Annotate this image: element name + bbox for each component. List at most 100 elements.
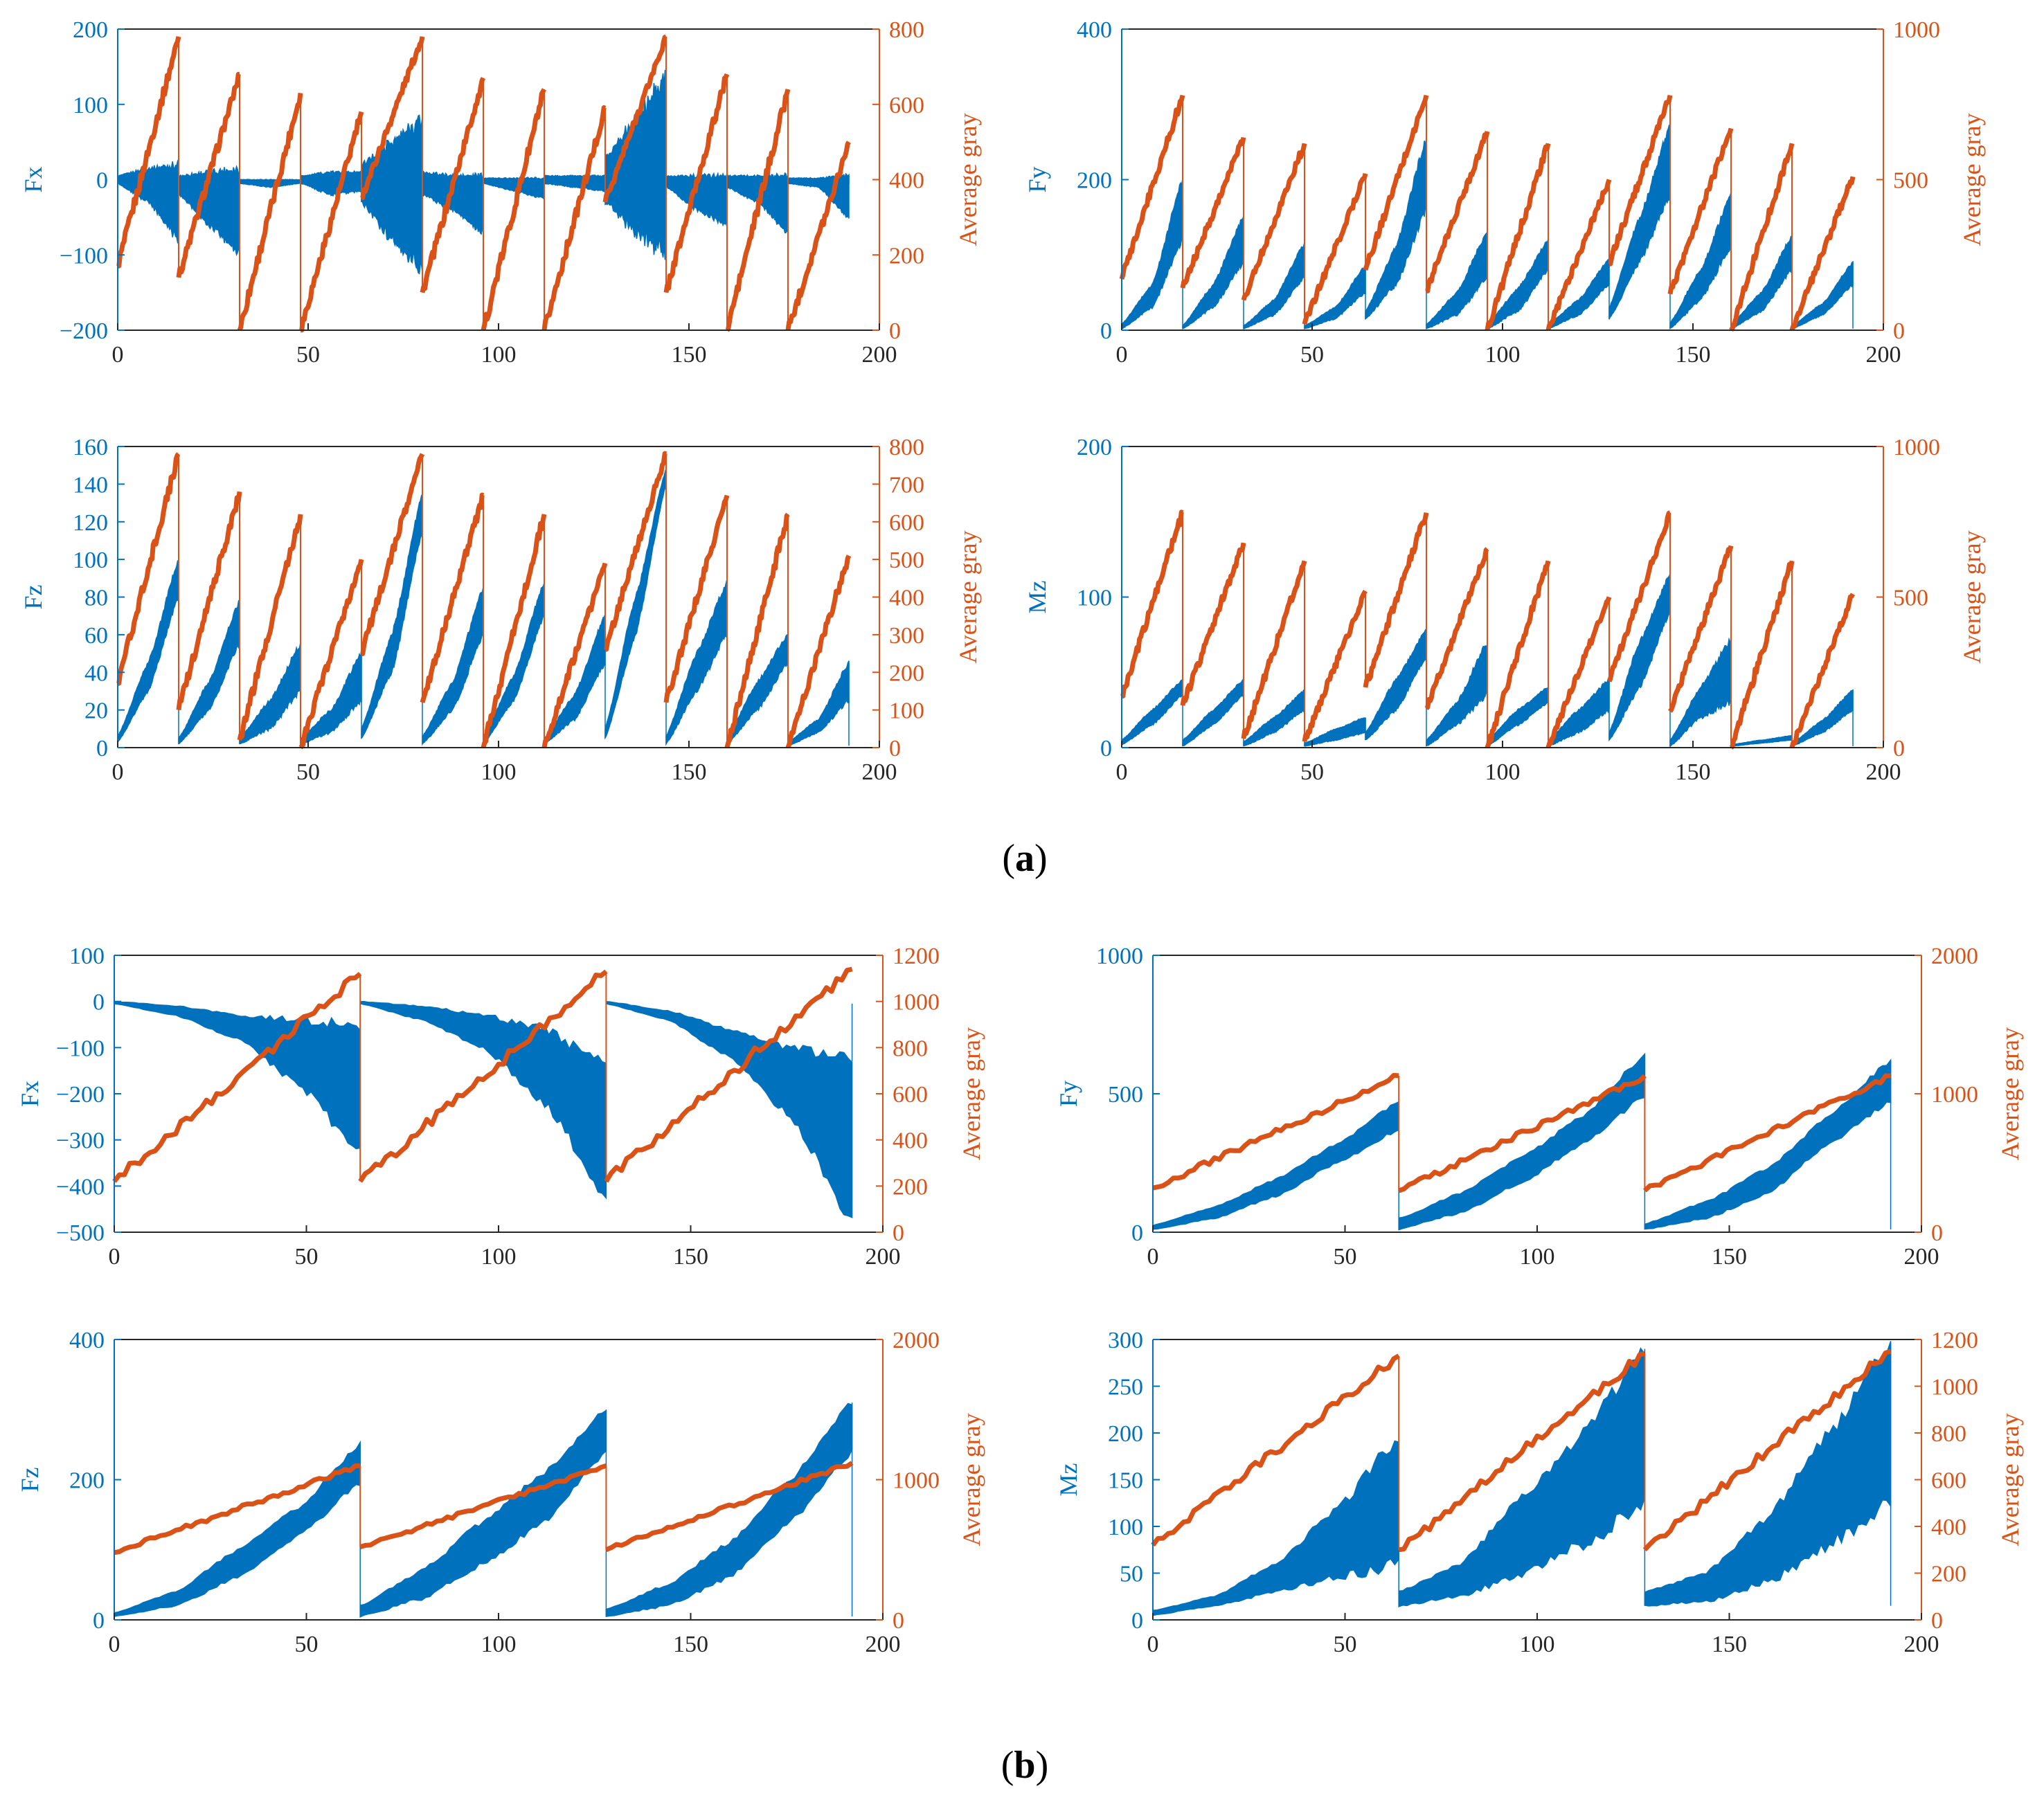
- y-tick-label: 200: [69, 1468, 105, 1494]
- y2-axis-label: Average gray: [958, 1027, 985, 1160]
- y-tick-label: 160: [73, 435, 108, 460]
- blue-series-segment: [1548, 258, 1610, 330]
- orange-gray-segment: [1729, 560, 1795, 750]
- x-tick-label: 150: [1676, 342, 1711, 368]
- y-tick-label: 400: [69, 1328, 105, 1353]
- y2-tick-label: 1000: [1893, 17, 1940, 43]
- x-tick-label: 200: [866, 1244, 901, 1270]
- orange-gray-segment: [1789, 176, 1856, 332]
- x-tick-label: 150: [1676, 759, 1711, 785]
- y2-tick-label: 200: [889, 243, 924, 269]
- x-tick-label: 200: [1866, 759, 1901, 785]
- blue-series-segment: [1644, 1058, 1892, 1230]
- y-tick-label: 100: [73, 93, 108, 118]
- blue-series-segment: [544, 174, 606, 192]
- orange-gray-segment: [1152, 1072, 1399, 1191]
- blue-series-segment: [114, 1440, 361, 1618]
- y2-tick-label: 0: [893, 1220, 904, 1246]
- y-tick-label: −100: [60, 243, 108, 269]
- x-tick-label: 150: [1712, 1632, 1747, 1657]
- x-tick-label: 0: [112, 342, 124, 368]
- orange-gray-segment: [604, 451, 667, 652]
- blue-series-segment: [1304, 263, 1366, 330]
- orange-gray-segment: [176, 491, 242, 711]
- y-tick-label: −100: [56, 1036, 105, 1061]
- x-tick-label: 50: [1334, 1244, 1357, 1270]
- blue-series-segment: [787, 172, 850, 219]
- y-axis-label: Fz: [19, 585, 47, 610]
- x-tick-label: 150: [1712, 1244, 1747, 1270]
- blue-series-segment: [1426, 230, 1488, 330]
- y-tick-label: −400: [56, 1174, 105, 1200]
- blue-series-segment: [359, 1409, 607, 1618]
- blue-series-segment: [1152, 1440, 1399, 1616]
- y2-tick-label: 200: [893, 1174, 928, 1200]
- orange-gray-segment: [176, 71, 241, 278]
- y-tick-label: −200: [56, 1082, 105, 1108]
- y2-tick-label: 1000: [893, 1468, 940, 1494]
- x-tick-label: 0: [1147, 1632, 1159, 1657]
- y-tick-label: 0: [1100, 318, 1112, 344]
- blue-series-segment: [483, 175, 545, 201]
- x-tick-label: 200: [866, 1632, 901, 1657]
- y2-tick-label: 1000: [1893, 435, 1940, 460]
- blue-series-segment: [300, 651, 362, 745]
- y2-tick-label: 800: [889, 17, 924, 43]
- orange-gray-segment: [420, 492, 485, 703]
- y-tick-label: 40: [84, 660, 108, 686]
- y-tick-label: 0: [96, 736, 108, 761]
- y-axis-label: Fy: [1055, 1081, 1082, 1107]
- orange-gray-segment: [298, 559, 364, 750]
- x-tick-label: 200: [1904, 1632, 1939, 1657]
- x-tick-label: 50: [296, 342, 320, 368]
- orange-gray-segment: [785, 554, 852, 749]
- orange-gray-segment: [1302, 172, 1368, 325]
- orange-gray-segment: [1151, 1353, 1400, 1547]
- y2-axis-label: Average gray: [1996, 1413, 2024, 1546]
- y2-tick-label: 500: [889, 548, 924, 573]
- x-tick-label: 50: [1334, 1632, 1357, 1657]
- orange-gray-segment: [360, 36, 425, 201]
- blue-series-segment: [1730, 735, 1793, 747]
- blue-series-segment: [787, 660, 850, 746]
- y-tick-label: 100: [73, 548, 108, 573]
- y2-tick-label: 400: [889, 586, 924, 611]
- chart-b-mz: 0 50 100 150 2000501001502002503000200400600…: [1055, 1328, 2024, 1657]
- blue-series-segment: [361, 114, 423, 275]
- orange-gray-segment: [663, 494, 730, 703]
- blue-series-segment: [605, 1402, 853, 1617]
- blue-series-segment: [1487, 239, 1549, 330]
- y-tick-label: 200: [1108, 1421, 1143, 1447]
- x-tick-label: 50: [296, 759, 320, 785]
- blue-series-segment: [1365, 138, 1427, 321]
- x-tick-label: 200: [862, 759, 897, 785]
- x-tick-label: 100: [481, 1244, 517, 1270]
- orange-gray-segment: [114, 1463, 361, 1555]
- orange-gray-segment: [602, 34, 667, 203]
- y2-tick-label: 400: [889, 168, 924, 194]
- blue-series-segment: [1152, 1101, 1399, 1230]
- blue-series-segment: [1365, 626, 1427, 741]
- y2-tick-label: 1200: [1931, 1328, 1978, 1353]
- orange-gray-segment: [541, 562, 608, 748]
- blue-series-segment: [1730, 235, 1793, 330]
- orange-gray-segment: [1119, 94, 1185, 280]
- y-axis-label: Mz: [1023, 581, 1051, 614]
- orange-gray-segment: [663, 73, 730, 294]
- x-tick-label: 50: [295, 1244, 319, 1270]
- blue-series-segment: [1791, 260, 1854, 330]
- y2-tick-label: 600: [889, 510, 924, 536]
- orange-gray-segment: [420, 77, 486, 294]
- orange-gray-segment: [541, 105, 607, 331]
- y-tick-label: 100: [69, 944, 105, 969]
- blue-series-segment: [239, 179, 301, 188]
- y2-tick-label: 200: [1931, 1562, 1966, 1587]
- orange-gray-segment: [116, 36, 181, 269]
- blue-series-segment: [359, 1001, 607, 1200]
- y2-tick-label: 2000: [1931, 944, 1978, 969]
- x-tick-label: 100: [481, 1632, 517, 1657]
- y2-tick-label: 100: [889, 698, 924, 724]
- y-tick-label: 100: [1108, 1515, 1143, 1540]
